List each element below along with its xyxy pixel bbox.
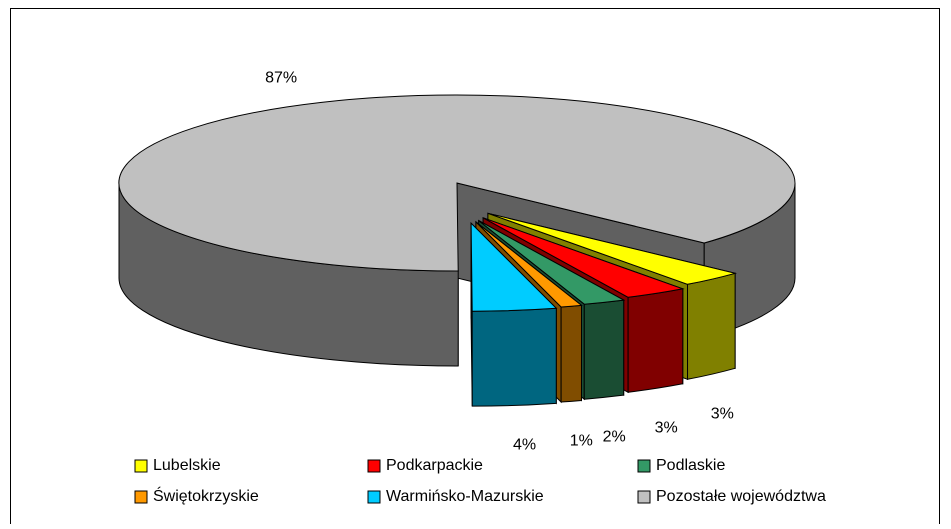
data-label: 1% [570, 432, 593, 449]
slice-wall [627, 288, 684, 393]
slice [470, 221, 558, 407]
legend-swatch [637, 490, 651, 504]
data-label: 87% [265, 69, 297, 86]
data-label: 3% [711, 405, 734, 422]
legend-label: Świętokrzyskie [153, 486, 259, 505]
slice-top [475, 221, 583, 308]
legend-label: Pozostałe województwa [656, 488, 826, 505]
legend-label: Podkarpackie [386, 457, 483, 474]
slice-top [478, 220, 626, 305]
data-label: 3% [655, 420, 678, 437]
legend-swatch [367, 459, 381, 473]
slice-top [118, 94, 796, 272]
data-label: 4% [513, 437, 536, 454]
legend-swatch [134, 490, 148, 504]
legend-swatch [134, 459, 148, 473]
slice-wall [583, 299, 625, 400]
slice-top [470, 221, 558, 312]
slice-wall [560, 304, 583, 403]
data-label: 2% [603, 429, 626, 446]
slice-top [487, 212, 738, 285]
legend-label: Warmińsko-Mazurskie [386, 488, 544, 505]
legend-label: Podlaskie [656, 457, 725, 474]
slice-top [482, 217, 685, 298]
legend-swatch [637, 459, 651, 473]
legend-label: Lubelskie [153, 457, 221, 474]
slice-wall [471, 307, 557, 407]
legend-swatch [367, 490, 381, 504]
slice-wall [686, 272, 736, 380]
